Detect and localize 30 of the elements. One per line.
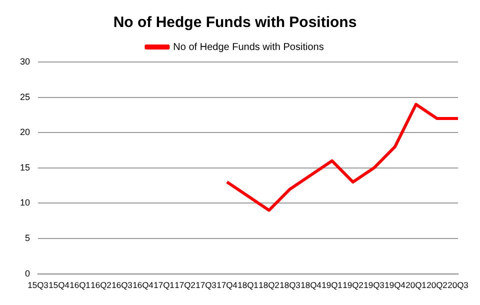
y-tick-label: 30 [20,56,30,66]
y-tick-label: 20 [20,127,30,138]
y-tick-label: 15 [20,162,30,172]
x-tick-label: 20Q3 [448,280,469,290]
x-tick-label: 18Q3 [280,280,301,290]
y-tick-label: 5 [24,232,30,243]
legend-label: No of Hedge Funds with Positions [173,42,324,53]
x-tick-label: 20Q2 [426,280,448,290]
x-tick-label: 17Q3 [196,280,217,290]
x-tick-label: 19Q3 [364,280,385,290]
x-tick-label: 19Q2 [342,280,364,290]
chart-title: No of Hedge Funds with Positions [113,14,357,32]
x-tick-label: 18Q4 [300,280,322,290]
x-tick-label: 16Q4 [132,280,154,290]
y-tick-label: 0 [24,268,30,278]
x-tick-label: 18Q1 [238,280,259,290]
x-tick-label: 19Q1 [322,280,343,290]
x-tick-label: 19Q4 [384,280,406,290]
x-tick-label: 16Q3 [112,280,133,290]
x-tick-label: 18Q2 [258,280,280,290]
x-tick-label: 17Q4 [216,280,238,290]
y-tick-label: 10 [20,198,30,208]
x-tick-label: 16Q1 [70,280,91,290]
x-tick-label: 16Q2 [90,280,112,290]
x-tick-label: 15Q3 [28,280,49,290]
x-tick-label: 17Q1 [154,280,175,290]
y-tick-label: 25 [20,92,30,102]
x-tick-label: 15Q4 [48,280,70,290]
x-tick-label: 17Q2 [174,280,196,290]
x-tick-label: 20Q1 [406,280,427,290]
